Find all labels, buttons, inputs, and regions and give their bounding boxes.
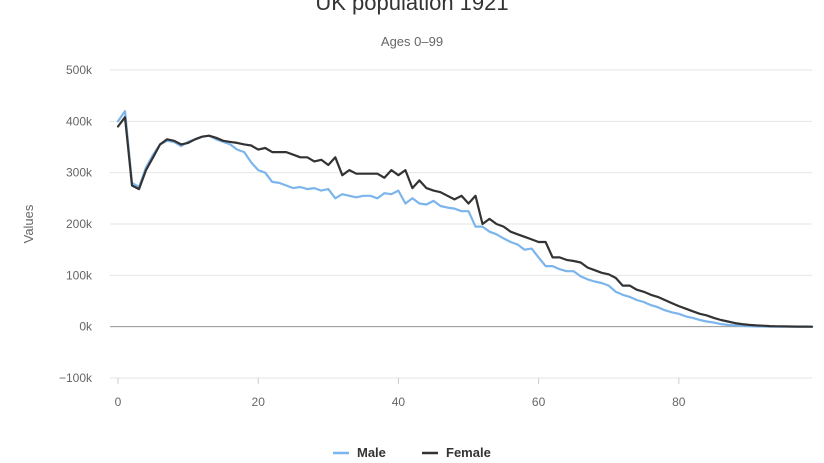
- x-axis-ticks: 0 20 40 60 80: [115, 378, 686, 409]
- series-line-female: [116, 116, 814, 328]
- y-axis-ticks: −100k 0k 100k 200k 300k 400k 500k: [59, 63, 93, 385]
- y-tick-label: 300k: [66, 166, 93, 180]
- series-line-male: [116, 109, 814, 328]
- series-lines: [116, 109, 814, 328]
- chart-subtitle: Ages 0–99: [381, 34, 443, 49]
- x-tick-label: 40: [392, 395, 406, 409]
- x-tick-label: 80: [672, 395, 686, 409]
- legend-label: Male: [357, 445, 386, 460]
- gridlines: [110, 69, 812, 379]
- chart-title: UK population 1921: [315, 0, 508, 15]
- legend[interactable]: Male Female: [333, 445, 491, 460]
- y-axis-label: Values: [21, 204, 36, 243]
- y-tick-label: 0k: [79, 320, 93, 334]
- y-tick-label: 400k: [66, 114, 93, 128]
- y-tick-label: 100k: [66, 268, 93, 282]
- x-tick-label: 0: [115, 395, 122, 409]
- y-tick-label: 500k: [66, 63, 93, 77]
- y-tick-label: 200k: [66, 217, 93, 231]
- legend-item-male[interactable]: Male: [333, 445, 386, 460]
- x-tick-label: 60: [532, 395, 546, 409]
- x-tick-label: 20: [252, 395, 266, 409]
- legend-item-female[interactable]: Female: [422, 445, 491, 460]
- y-tick-label: −100k: [59, 371, 93, 385]
- legend-label: Female: [446, 445, 491, 460]
